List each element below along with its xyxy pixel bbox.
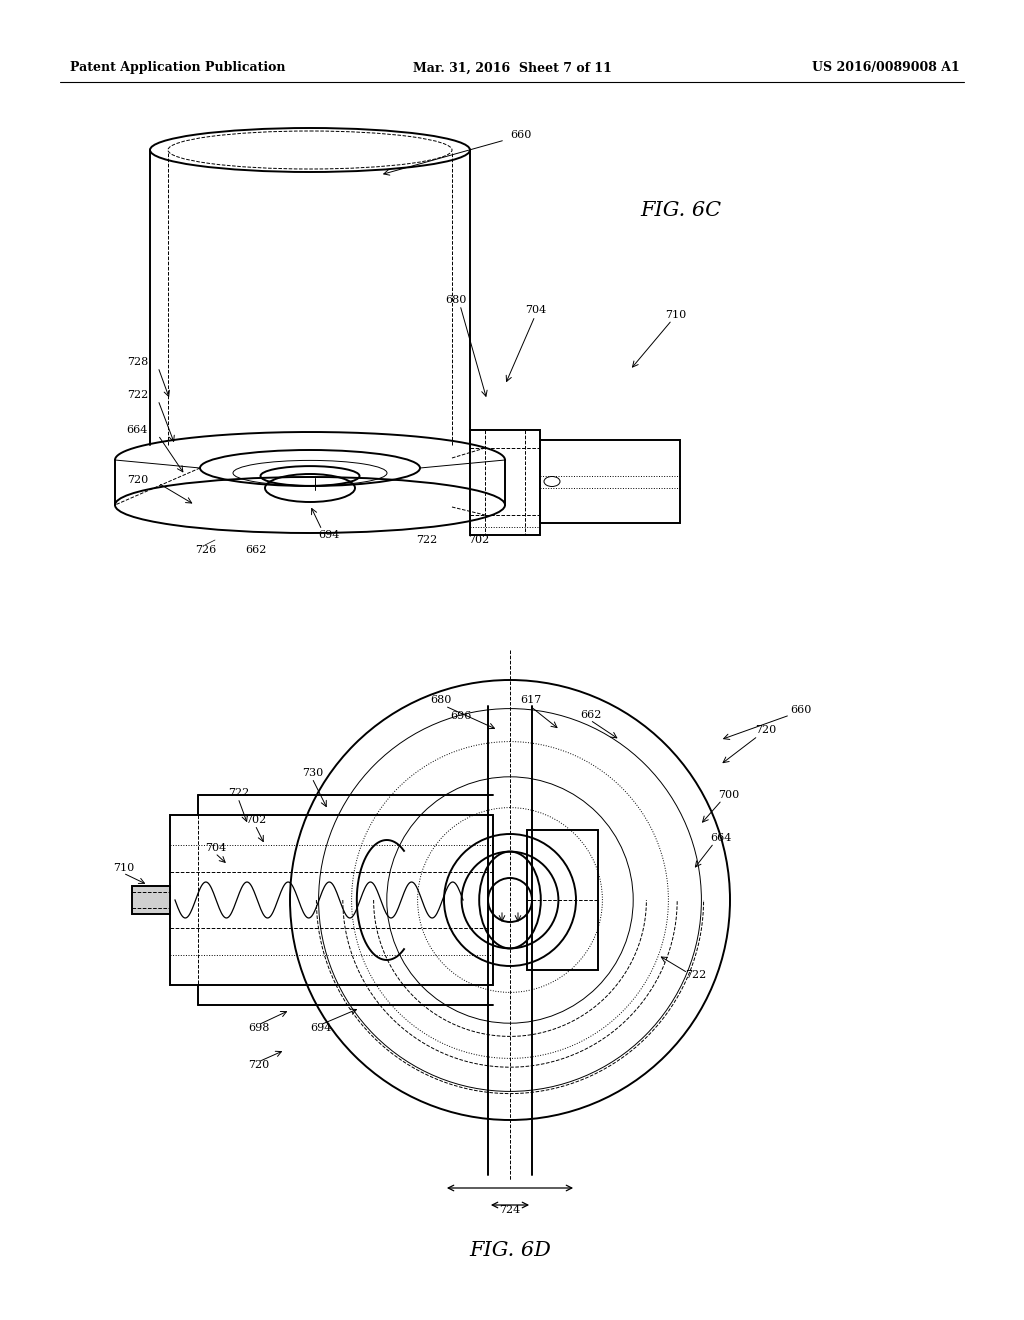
Text: 726: 726: [195, 545, 216, 554]
Text: 694: 694: [318, 531, 339, 540]
Bar: [132, 886, 170, 913]
Text: 696: 696: [450, 711, 471, 721]
Text: 702: 702: [468, 535, 489, 545]
Text: 660: 660: [510, 129, 531, 140]
Text: 724: 724: [500, 1205, 520, 1214]
Bar: [170, 814, 493, 985]
Text: 664: 664: [127, 425, 148, 436]
Text: 704: 704: [525, 305, 546, 315]
Bar: [540, 440, 680, 523]
Text: 722: 722: [685, 970, 707, 979]
Text: 704: 704: [205, 843, 226, 853]
Text: 728: 728: [127, 356, 148, 367]
Bar: [527, 830, 598, 970]
Text: 617: 617: [520, 696, 542, 705]
Text: 730: 730: [302, 768, 324, 777]
Text: 694: 694: [310, 1023, 332, 1034]
Text: 722: 722: [127, 389, 148, 400]
Text: 662: 662: [245, 545, 266, 554]
Bar: [470, 430, 540, 535]
Text: 700: 700: [718, 789, 739, 800]
Text: 660: 660: [790, 705, 811, 715]
Text: 720: 720: [127, 475, 148, 484]
Text: Patent Application Publication: Patent Application Publication: [70, 62, 286, 74]
Text: 680: 680: [445, 294, 466, 305]
Text: 662: 662: [580, 710, 601, 719]
Text: 710: 710: [665, 310, 686, 319]
Text: 710: 710: [113, 863, 134, 873]
Text: 698: 698: [248, 1023, 269, 1034]
Text: 722: 722: [416, 535, 437, 545]
Text: 720: 720: [248, 1060, 269, 1071]
Text: 720: 720: [755, 725, 776, 735]
Text: 722: 722: [228, 788, 249, 799]
Text: US 2016/0089008 A1: US 2016/0089008 A1: [812, 62, 961, 74]
Text: 664: 664: [710, 833, 731, 843]
Text: 680: 680: [430, 696, 452, 705]
Text: Mar. 31, 2016  Sheet 7 of 11: Mar. 31, 2016 Sheet 7 of 11: [413, 62, 611, 74]
Text: FIG. 6C: FIG. 6C: [640, 201, 721, 219]
Text: FIG. 6D: FIG. 6D: [469, 1241, 551, 1259]
Text: 702: 702: [245, 814, 266, 825]
